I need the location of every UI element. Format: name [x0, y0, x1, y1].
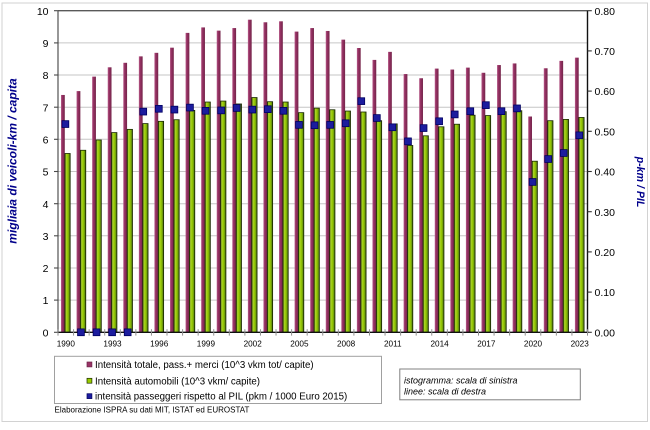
svg-text:0.80: 0.80 [595, 6, 616, 18]
svg-text:2020: 2020 [524, 339, 543, 348]
svg-text:1993: 1993 [103, 339, 122, 348]
svg-text:2023: 2023 [571, 339, 590, 348]
svg-text:1999: 1999 [197, 339, 216, 348]
svg-text:istogramma: scala di sinistra: istogramma: scala di sinistra [404, 376, 518, 386]
svg-text:0: 0 [43, 327, 49, 339]
svg-text:2011: 2011 [384, 339, 402, 348]
svg-text:p-km / PIL: p-km / PIL [634, 156, 646, 208]
svg-text:Intensità totale, pass.+ merci: Intensità totale, pass.+ merci (10^3 vkm… [95, 360, 314, 371]
svg-text:2017: 2017 [477, 339, 496, 348]
svg-text:0.30: 0.30 [595, 207, 616, 219]
svg-text:2014: 2014 [430, 339, 449, 348]
svg-text:4: 4 [43, 199, 49, 211]
svg-text:2002: 2002 [244, 339, 263, 348]
svg-text:6: 6 [43, 134, 49, 146]
svg-text:2: 2 [43, 263, 49, 275]
svg-text:migliaia di veicoli-km / capit: migliaia di veicoli-km / capita [6, 78, 20, 244]
svg-text:0.50: 0.50 [595, 126, 616, 138]
svg-text:2005: 2005 [290, 339, 309, 348]
svg-text:linee: scala di destra: linee: scala di destra [404, 386, 486, 396]
svg-text:0.20: 0.20 [595, 247, 616, 259]
svg-text:intensità passeggeri rispetto: intensità passeggeri rispetto al PIL (pk… [95, 392, 347, 403]
svg-text:0.00: 0.00 [595, 327, 616, 339]
svg-text:7: 7 [43, 102, 49, 114]
svg-text:2008: 2008 [337, 339, 356, 348]
svg-text:1996: 1996 [150, 339, 169, 348]
svg-text:0.10: 0.10 [595, 287, 616, 299]
svg-text:1990: 1990 [57, 339, 76, 348]
svg-text:8: 8 [43, 70, 49, 82]
svg-text:0.70: 0.70 [595, 46, 616, 58]
svg-text:5: 5 [43, 167, 49, 179]
svg-text:10: 10 [37, 6, 49, 18]
svg-text:9: 9 [43, 38, 49, 50]
svg-text:1: 1 [43, 295, 49, 307]
svg-text:0.60: 0.60 [595, 86, 616, 98]
svg-text:Intensità automobili (10^3 vkm: Intensità automobili (10^3 vkm/ capite) [95, 376, 260, 387]
svg-text:3: 3 [43, 231, 49, 243]
svg-text:Elaborazione ISPRA su dati MI: Elaborazione ISPRA su dati MIT, ISTAT ed… [55, 406, 250, 415]
svg-text:0.40: 0.40 [595, 167, 616, 179]
